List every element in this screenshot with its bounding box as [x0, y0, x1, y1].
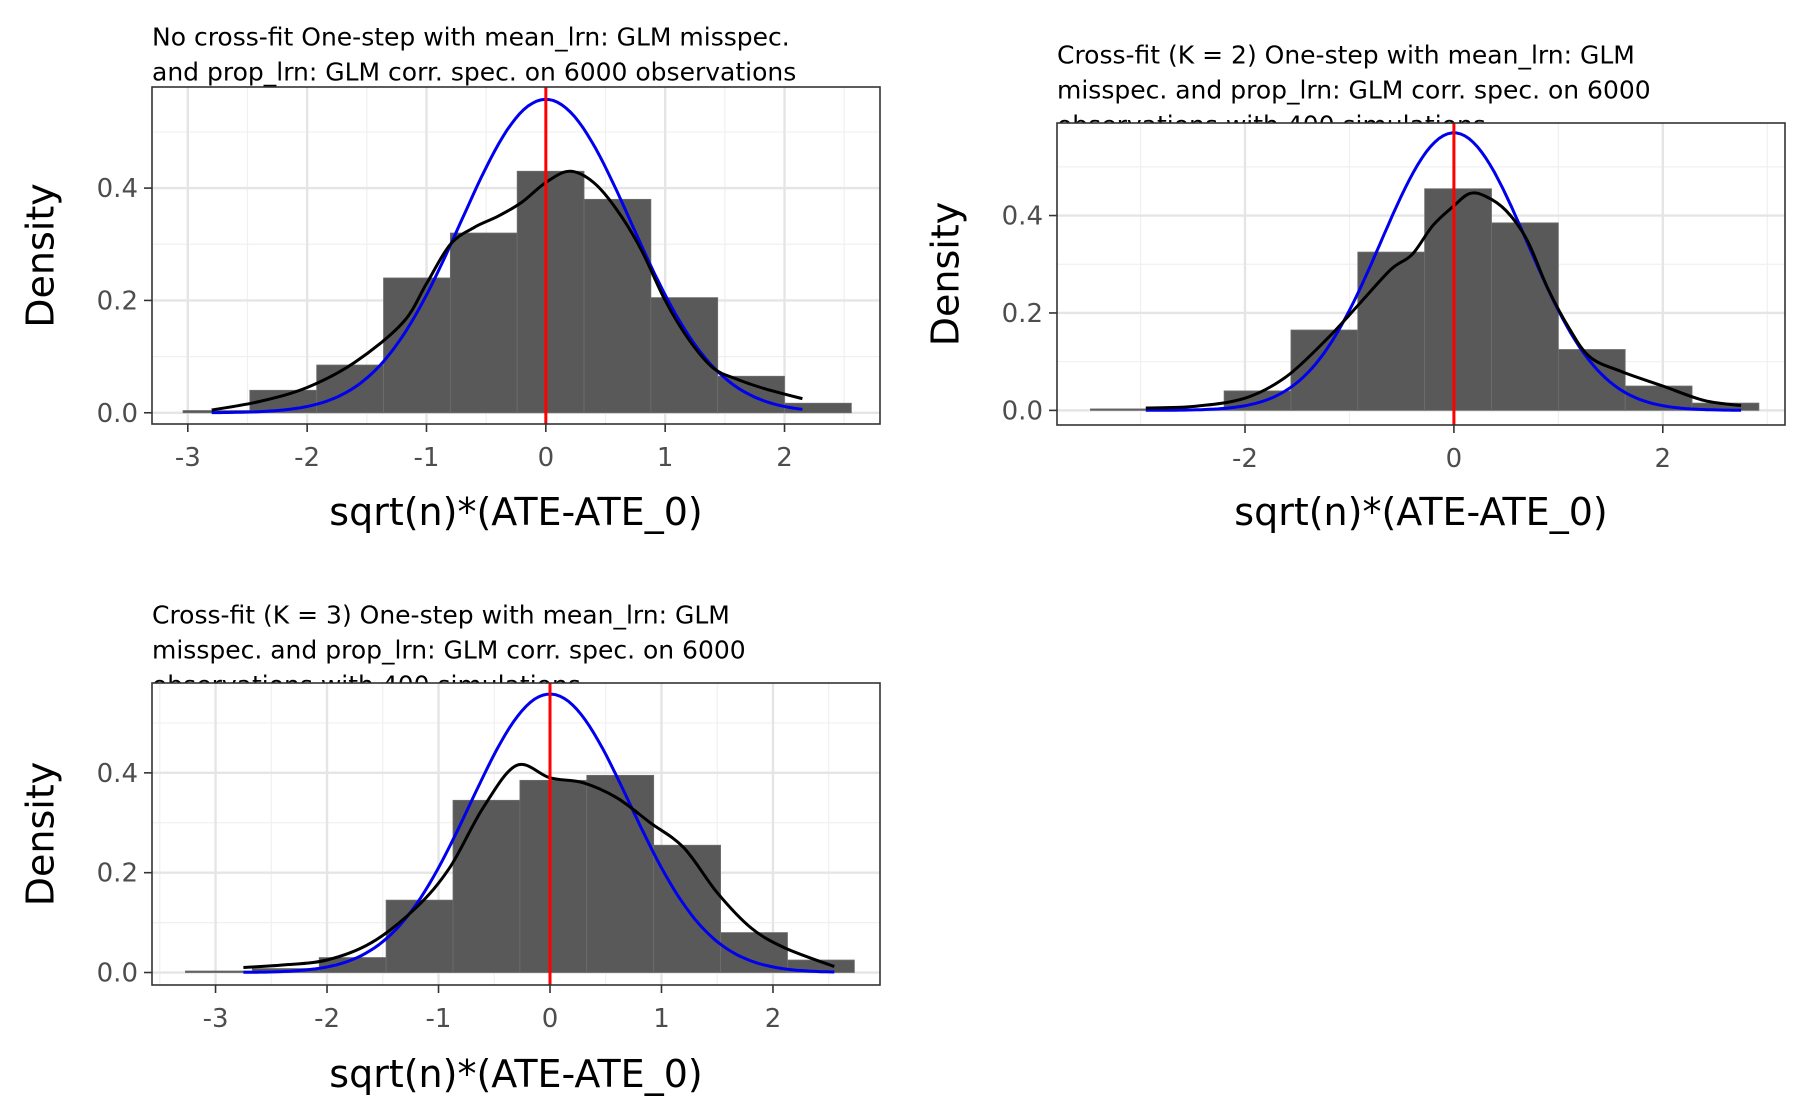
plot-border — [151, 682, 881, 986]
y-tick-label: 0.2 — [97, 286, 138, 316]
x-tick-label: 1 — [653, 1004, 670, 1034]
x-tick-label: -3 — [203, 1004, 229, 1034]
normal-density-curve — [243, 692, 835, 974]
y-tick-label: 0.2 — [97, 859, 138, 889]
histogram-bar — [1357, 251, 1426, 411]
chart-title-line: Cross-fit (K = 2) One-step with mean_lrn… — [1057, 40, 1635, 69]
chart-panel-3: Cross-fit (K = 3) One-step with mean_lrn… — [19, 600, 881, 1096]
histogram-bar — [516, 170, 585, 414]
plot-border — [1056, 122, 1786, 426]
chart-title-line: No cross-fit One-step with mean_lrn: GLM… — [152, 22, 790, 51]
y-axis-label: Density — [924, 202, 968, 346]
normal-density-curve — [211, 97, 803, 415]
histogram-bar — [519, 779, 588, 973]
chart-title-line: misspec. and prop_lrn: GLM corr. spec. o… — [1057, 75, 1651, 104]
y-tick-label: 0.0 — [1002, 396, 1043, 426]
x-tick-label: 0 — [542, 1004, 559, 1034]
y-tick-label: 0.2 — [1002, 299, 1043, 329]
x-tick-label: 2 — [776, 443, 793, 473]
histogram-bar — [383, 277, 451, 414]
normal-density-curve — [1145, 131, 1742, 412]
chart-title-line: and prop_lrn: GLM corr. spec. on 6000 ob… — [152, 57, 796, 86]
x-axis-label: sqrt(n)*(ATE-ATE_0) — [1234, 490, 1607, 534]
y-tick-label: 0.0 — [97, 399, 138, 429]
x-tick-label: 0 — [1446, 444, 1463, 474]
histogram-bar — [650, 297, 719, 414]
x-axis-label: sqrt(n)*(ATE-ATE_0) — [329, 1052, 702, 1096]
x-tick-label: 2 — [765, 1004, 782, 1034]
x-tick-label: -2 — [314, 1004, 340, 1034]
histogram-bar — [586, 774, 655, 973]
histogram-bar — [1491, 222, 1559, 411]
y-tick-label: 0.4 — [97, 174, 138, 204]
histogram-bar — [452, 799, 521, 973]
histogram-bar — [583, 198, 652, 414]
histogram-bar — [385, 899, 454, 973]
y-axis-label: Density — [19, 762, 63, 906]
kernel-density-curve — [1145, 191, 1742, 410]
histogram-bar — [1424, 188, 1492, 411]
x-axis-label: sqrt(n)*(ATE-ATE_0) — [329, 490, 702, 534]
x-tick-label: -2 — [1232, 444, 1258, 474]
x-tick-label: -1 — [426, 1004, 452, 1034]
y-axis-label: Density — [19, 183, 63, 327]
x-tick-label: -1 — [414, 443, 440, 473]
x-tick-label: 0 — [538, 443, 555, 473]
y-tick-label: 0.0 — [97, 959, 138, 989]
chart-panel-2: Cross-fit (K = 2) One-step with mean_lrn… — [924, 40, 1786, 534]
chart-panel-1: No cross-fit One-step with mean_lrn: GLM… — [19, 22, 881, 534]
chart-title-line: misspec. and prop_lrn: GLM corr. spec. o… — [152, 635, 746, 664]
y-tick-label: 0.4 — [97, 759, 138, 789]
histogram-bar — [185, 970, 253, 973]
x-tick-label: 1 — [657, 443, 674, 473]
x-tick-label: -3 — [175, 443, 201, 473]
y-tick-label: 0.4 — [1002, 202, 1043, 232]
x-tick-label: -2 — [294, 443, 320, 473]
plot-border — [151, 86, 881, 425]
chart-title-line: Cross-fit (K = 3) One-step with mean_lrn… — [152, 600, 730, 629]
histogram-bar — [449, 232, 518, 414]
x-tick-label: 2 — [1655, 444, 1672, 474]
